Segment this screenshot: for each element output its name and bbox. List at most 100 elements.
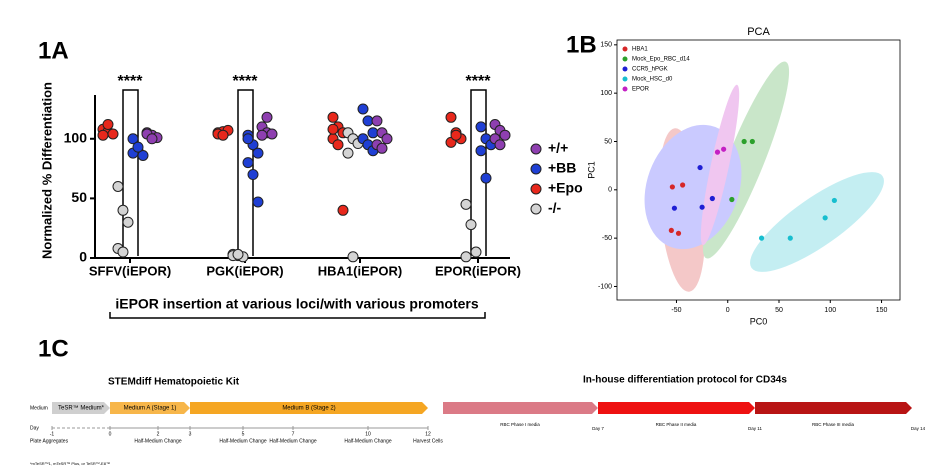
data-point [787,235,793,241]
data-point [499,129,511,141]
legend-marker [622,66,628,72]
data-point [112,180,124,192]
data-point [327,111,339,123]
event-label: Half-Medium Change [344,438,391,444]
data-point [697,164,703,171]
x-tick-label: EPOR(iEPOR) [435,263,521,278]
day-label: Day 14 [911,426,926,431]
legend-marker [530,143,542,155]
y-tick-label: 100 [600,90,612,97]
day-label: 5 [242,431,245,437]
legend-label: HBA1 [632,47,648,53]
legend-marker [622,56,628,62]
data-point [721,146,727,152]
data-point [256,129,268,141]
data-point [146,133,158,145]
data-point [247,169,259,181]
day-label: -1 [50,431,55,437]
y-tick-label: 0 [608,187,612,194]
data-point [252,147,264,159]
x-axis-label: iEPOR insertion at various loci/with var… [115,296,479,312]
x-tick-label: 0 [726,307,730,314]
legend-marker [622,46,628,52]
legend-label: -/- [548,200,562,216]
stage-label: RBC Phase II media [656,422,697,427]
data-point [266,128,278,140]
x-tick-label: 50 [775,307,783,314]
stage-arrow [443,402,598,414]
timeline [52,402,912,429]
section-title: STEMdiff Hematopoietic Kit [108,377,240,388]
footnote: *mTeSR™1, mTeSR™ Plus, or TeSR™-E8™ [30,461,110,466]
data-point [494,139,506,151]
event-label: Harvest Cells [413,438,443,444]
day-label: 2 [157,431,160,437]
data-point [342,147,354,159]
y-tick-label: -100 [598,283,612,290]
confidence-ellipses [644,61,884,292]
data-point [480,172,492,184]
data-point [217,129,229,141]
y-axis-label: PC1 [586,161,596,179]
data-point [749,138,755,145]
panel-label: 1B [566,31,597,58]
day-label: Day 7 [592,426,604,431]
day-label: Day 11 [748,426,762,431]
legend-marker [530,183,542,195]
y-tick-label: -50 [602,235,612,242]
data-point [675,230,682,236]
legend-label: +/+ [548,140,568,156]
legend-label: EPOR [632,87,650,93]
data-point [381,133,393,145]
x-tick-label: 150 [876,307,888,314]
data-point [460,198,472,210]
day-label: 3 [189,431,192,437]
data-point [117,246,129,258]
event-label: Half-Medium Change [219,438,266,444]
stage-arrow [190,402,428,414]
ellipse [700,84,740,246]
legend-label: +Epo [548,180,583,196]
data-point [741,138,747,145]
data-point [97,129,109,141]
data-point [668,227,674,234]
data-point [465,219,477,231]
x-tick-label: 100 [824,307,836,314]
significance-label: **** [118,73,144,90]
legend-marker [622,76,628,82]
data-point [127,133,139,145]
legend-marker [622,86,628,92]
x-tick-label: PGK(iEPOR) [206,263,283,278]
data-point [831,197,837,204]
panel-label: 1C [38,335,69,362]
data-point [122,216,134,228]
data-point [470,246,482,258]
x-tick-label: HBA1(iEPOR) [318,263,403,278]
data-point [371,115,383,127]
data-point [450,129,462,141]
y-tick-label: 50 [71,189,87,205]
event-label: Half-Medium Change [134,438,181,444]
data-point [822,215,828,221]
significance-bracket [122,89,139,256]
stage-arrow [110,402,190,414]
data-point [669,184,675,190]
data-point [347,251,359,263]
legend-label: CCR5_hPGK [632,67,668,73]
y-tick-label: 0 [79,249,87,265]
significance-label: **** [466,73,492,90]
stage-arrow [755,402,912,414]
day-label: 7 [292,431,295,437]
data-point [445,111,457,123]
ellipse [750,172,884,272]
data-point [337,204,349,216]
data-point [132,141,144,153]
y-tick-label: 50 [604,138,612,145]
data-point [232,248,244,260]
data-point [102,118,114,130]
data-point [242,157,254,169]
data-point [671,205,678,211]
legend-label: +BB [548,160,576,176]
data-point [699,204,705,210]
